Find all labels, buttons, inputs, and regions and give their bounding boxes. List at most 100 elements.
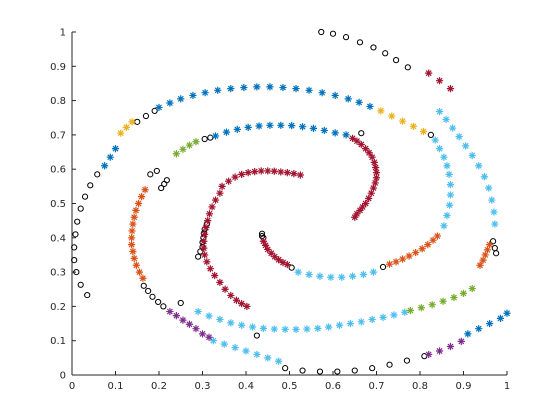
data-point-star bbox=[388, 112, 396, 120]
data-point-star bbox=[362, 145, 370, 153]
data-point-star bbox=[351, 213, 359, 221]
data-point-star bbox=[222, 128, 231, 136]
data-point-star bbox=[205, 333, 213, 341]
data-point-star bbox=[303, 325, 311, 333]
data-point-star bbox=[135, 268, 144, 276]
data-point-circle bbox=[151, 107, 158, 114]
data-point-star bbox=[275, 357, 283, 365]
data-point-star bbox=[372, 169, 381, 177]
data-point-star bbox=[479, 256, 487, 264]
x-tick-label: 0.8 bbox=[412, 381, 428, 392]
x-tick-label: 0.5 bbox=[282, 381, 298, 392]
data-point-circle bbox=[258, 232, 266, 240]
data-point-star bbox=[200, 237, 208, 245]
series-purple-star bbox=[166, 307, 465, 359]
data-point-star bbox=[335, 321, 344, 329]
data-point-star bbox=[305, 86, 313, 94]
data-point-circle bbox=[491, 244, 498, 252]
data-point-star bbox=[270, 167, 278, 175]
data-point-star bbox=[251, 168, 259, 176]
data-point-star bbox=[130, 254, 138, 262]
data-point-star bbox=[325, 323, 333, 331]
data-point-circle bbox=[288, 264, 295, 271]
data-point-star bbox=[450, 293, 458, 302]
data-point-star bbox=[227, 319, 235, 327]
data-point-star bbox=[259, 324, 267, 332]
data-point-star bbox=[292, 85, 300, 93]
data-point-star bbox=[409, 122, 418, 130]
data-point-circle bbox=[299, 367, 306, 374]
y-tick-label: 0.3 bbox=[50, 268, 66, 279]
data-point-circle bbox=[316, 368, 324, 375]
data-point-circle bbox=[71, 256, 78, 264]
data-point-star bbox=[365, 194, 373, 202]
data-point-circle bbox=[489, 238, 497, 245]
data-point-star bbox=[185, 320, 194, 328]
data-point-star bbox=[425, 350, 433, 359]
data-point-star bbox=[365, 149, 373, 157]
data-point-star bbox=[259, 237, 267, 245]
data-point-star bbox=[277, 168, 285, 176]
data-point-star bbox=[348, 272, 357, 280]
data-point-star bbox=[348, 134, 357, 142]
data-point-star bbox=[220, 340, 228, 348]
x-tick-label: 0.6 bbox=[325, 381, 341, 392]
y-tick-label: 0 bbox=[60, 371, 66, 382]
data-point-star bbox=[475, 325, 483, 333]
data-point-circle bbox=[379, 263, 387, 271]
data-point-star bbox=[141, 186, 149, 194]
data-point-star bbox=[172, 150, 180, 158]
data-point-star bbox=[292, 325, 300, 333]
data-point-circle bbox=[207, 134, 214, 141]
data-point-circle bbox=[392, 57, 400, 64]
data-point-star bbox=[243, 302, 251, 310]
data-point-star bbox=[101, 162, 109, 170]
data-point-star bbox=[327, 273, 335, 281]
data-point-circle bbox=[382, 50, 389, 57]
data-point-star bbox=[449, 124, 457, 132]
data-point-star bbox=[275, 256, 283, 264]
data-point-star bbox=[227, 291, 235, 300]
series-blue-star bbox=[101, 83, 511, 338]
data-point-circle bbox=[84, 291, 91, 299]
data-point-circle bbox=[282, 365, 289, 372]
data-point-star bbox=[214, 86, 222, 94]
x-tick-label: 0.9 bbox=[456, 381, 472, 392]
data-point-star bbox=[264, 245, 272, 254]
data-point-star bbox=[392, 258, 400, 266]
data-point-star bbox=[464, 330, 472, 338]
data-point-star bbox=[496, 314, 505, 322]
data-point-star bbox=[399, 255, 407, 263]
data-point-circle bbox=[71, 244, 78, 251]
data-point-star bbox=[428, 301, 436, 309]
data-point-star bbox=[211, 271, 219, 280]
data-point-star bbox=[271, 253, 279, 261]
data-point-circle bbox=[195, 253, 202, 260]
data-point-star bbox=[435, 77, 444, 85]
data-point-star bbox=[362, 199, 370, 208]
data-point-star bbox=[369, 268, 378, 276]
data-point-star bbox=[266, 121, 274, 129]
data-point-star bbox=[139, 274, 147, 282]
data-point-star bbox=[486, 319, 494, 328]
series-red-star bbox=[200, 69, 455, 310]
data-point-star bbox=[356, 206, 364, 214]
data-point-circle bbox=[329, 30, 337, 37]
data-point-circle bbox=[160, 303, 167, 310]
axes: 0 0.1 0.2 0.3 0.4 0.5 0.6 0.7 0.8 0.9 1 0 0.1 0.2 0.3 0… bbox=[50, 28, 510, 393]
data-point-star bbox=[331, 91, 339, 100]
data-point-star bbox=[316, 272, 324, 280]
data-point-star bbox=[443, 162, 451, 170]
data-point-star bbox=[264, 354, 272, 362]
data-point-star bbox=[218, 182, 226, 190]
data-point-star bbox=[185, 141, 194, 149]
data-point-circle bbox=[493, 250, 500, 257]
data-point-star bbox=[128, 234, 136, 242]
data-point-circle bbox=[73, 269, 80, 276]
data-point-star bbox=[433, 232, 441, 240]
data-point-star bbox=[283, 169, 291, 177]
data-point-star bbox=[238, 321, 246, 329]
data-point-star bbox=[281, 325, 289, 333]
data-point-star bbox=[242, 347, 250, 355]
